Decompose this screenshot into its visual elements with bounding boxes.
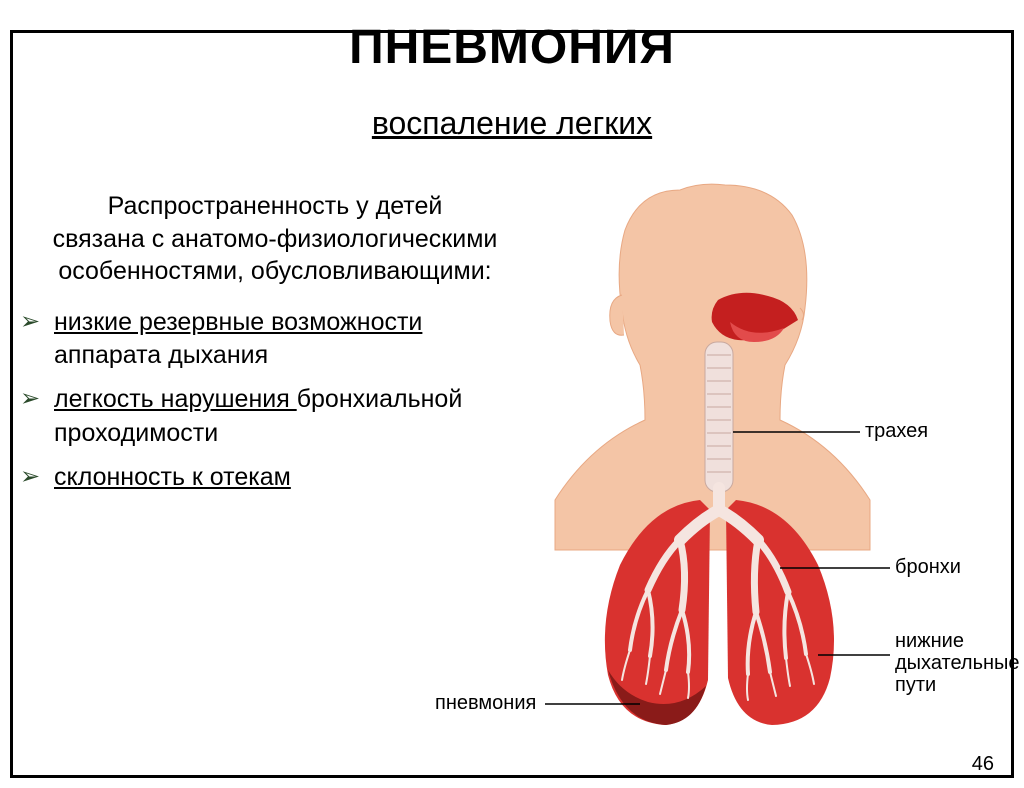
bullet-1: низкие резервные возможности аппарата ды… [20,306,530,374]
intro-line-2: связана с анатомо-физиологическими [20,223,530,256]
bullet-3-u: склонность к отекам [54,463,291,491]
page-number: 46 [972,753,994,776]
bullet-3: склонность к отекам [20,461,530,495]
label-trachea: трахея [865,420,928,442]
ear [610,295,624,335]
bullet-2-u: легкость нарушения [54,385,297,413]
intro-line-3: особенностями, обусловливающими: [20,255,530,288]
label-bronchi: бронхи [895,556,961,578]
label-pneumonia: пневмония [435,692,536,714]
label-lower: нижние дыхательные пути [895,630,1020,696]
trachea-icon [705,342,733,492]
intro-line-1: Распространенность у детей [20,190,530,223]
anatomy-diagram: трахея бронхи нижние дыхательные пути пн… [530,170,1000,750]
bullet-1-rest: аппарата дыхания [54,341,268,369]
bullet-list: низкие резервные возможности аппарата ды… [20,306,530,495]
bullet-2: легкость нарушения бронхиальной проходим… [20,383,530,451]
bullet-1-u: низкие резервные возможности [54,308,422,336]
text-column: Распространенность у детей связана с ана… [20,190,530,504]
